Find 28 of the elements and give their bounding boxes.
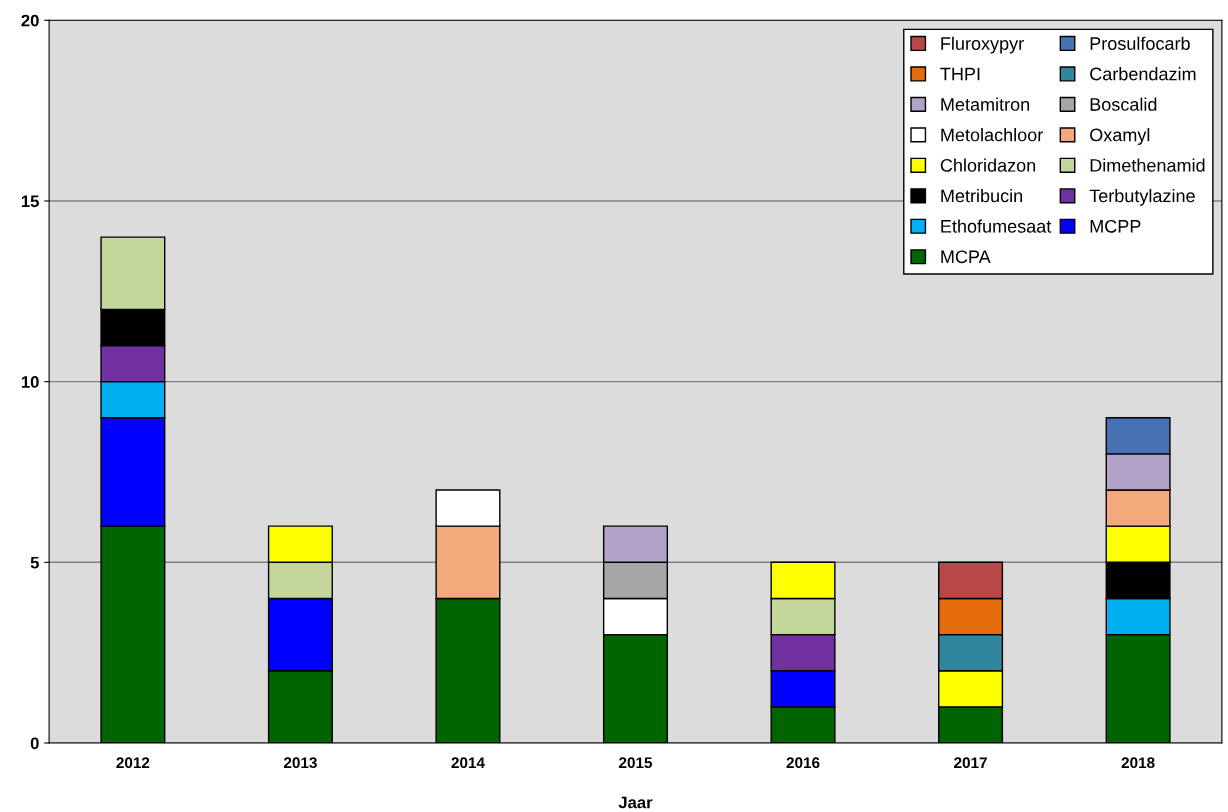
x-tick-label: 2016 bbox=[786, 757, 820, 769]
legend-label: Metamitron bbox=[941, 97, 1030, 111]
x-tick-label: 2017 bbox=[954, 757, 987, 769]
x-tick-label: 2014 bbox=[451, 757, 485, 769]
legend-label: Oxamyl bbox=[1090, 128, 1150, 145]
legend-label: Fluroxypyr bbox=[941, 36, 1024, 54]
legend-label: Ethofumesaat bbox=[941, 219, 1052, 233]
legend-label: MCPA bbox=[941, 250, 991, 264]
legend-label: MCPP bbox=[1090, 219, 1141, 233]
legend-label: Chloridazon bbox=[940, 158, 1036, 172]
y-tick-label: 5 bbox=[30, 556, 39, 569]
y-tick-label: 15 bbox=[21, 195, 39, 208]
legend-label: Boscalid bbox=[1090, 97, 1157, 111]
legend-label: Dimethenamid bbox=[1090, 158, 1205, 172]
legend-label: Metribucin bbox=[941, 188, 1022, 203]
y-tick-label: 10 bbox=[21, 376, 39, 388]
y-tick-label: 20 bbox=[21, 14, 39, 27]
legend-label: Carbendazim bbox=[1090, 67, 1196, 81]
legend-label: Terbutylazine bbox=[1089, 188, 1195, 206]
legend-label: Metolachloor bbox=[941, 128, 1043, 142]
legend-label: THPI bbox=[940, 67, 980, 81]
x-tick-label: 2018 bbox=[1121, 757, 1155, 769]
x-tick-label: 2013 bbox=[283, 757, 317, 769]
x-tick-label: 2012 bbox=[116, 757, 150, 769]
x-tick-label: 2015 bbox=[619, 757, 653, 769]
x-axis-title: Jaar bbox=[618, 796, 653, 809]
y-tick-label: 0 bbox=[30, 737, 39, 750]
legend-label: Prosulfocarb bbox=[1090, 36, 1190, 50]
